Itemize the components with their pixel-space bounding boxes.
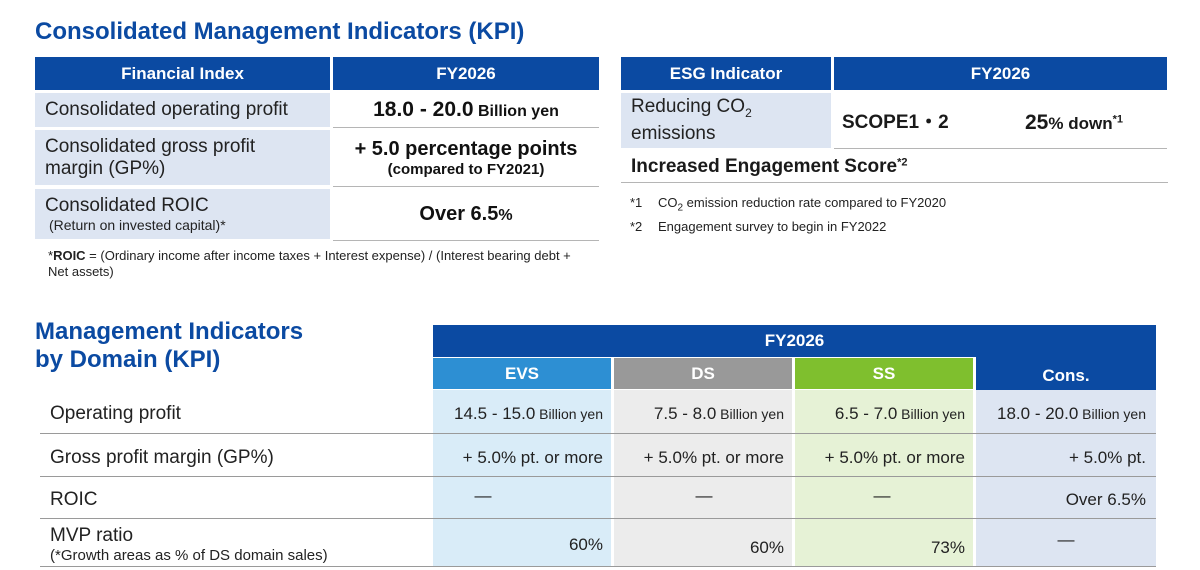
domain-title: Management Indicators by Domain (KPI)	[35, 318, 304, 373]
evs-column-bg	[433, 390, 611, 566]
divider	[834, 148, 1167, 149]
esg-engagement: Increased Engagement Score*2	[631, 156, 908, 177]
roic-footnote: *ROIC = (Ordinary income after income ta…	[48, 248, 571, 279]
row-label-operating-profit: Operating profit	[50, 403, 181, 424]
row-divider	[40, 566, 1156, 567]
domain-fy-header: FY2026	[433, 325, 1156, 357]
ss-column-bg	[795, 390, 973, 566]
financial-index-header: Financial Index	[35, 57, 330, 90]
row-divider	[40, 433, 1156, 434]
cell-ss-mvp: 73%	[930, 538, 965, 557]
col-header-ds: DS	[614, 358, 792, 389]
col-header-evs: EVS	[433, 358, 611, 389]
cons-column-bg	[976, 390, 1156, 566]
cell-ds-mvp: 60%	[749, 538, 784, 557]
cell-cons-gp: + 5.0% pt.	[1068, 448, 1146, 467]
esg-co2-label: Reducing CO2 emissions	[621, 93, 831, 148]
cell-cons-roic: Over 6.5%	[1065, 490, 1146, 509]
cell-cons-operating-profit: 18.0 - 20.0 Billion yen	[997, 404, 1146, 423]
cell-ds-operating-profit: 7.5 - 8.0 Billion yen	[653, 404, 784, 423]
divider	[333, 127, 599, 128]
cell-evs-roic: ―	[474, 486, 492, 505]
ds-column-bg	[614, 390, 792, 566]
cell-evs-mvp: 60%	[568, 535, 603, 554]
kpi-fy-header: FY2026	[333, 57, 599, 90]
cons-header-join	[976, 357, 1156, 358]
cell-ds-roic: ―	[695, 486, 713, 505]
cell-ss-gp: + 5.0% pt. or more	[824, 448, 965, 467]
row-label-gp: Gross profit margin (GP%)	[50, 447, 274, 468]
esg-notes: *1 CO2 emission reduction rate compared t…	[630, 195, 947, 234]
kpi-row-operating-profit-value: 18.0 - 20.0 Billion yen	[333, 93, 599, 127]
esg-target: 25% down*1	[1025, 111, 1123, 134]
divider	[621, 182, 1168, 183]
cell-ds-gp: + 5.0% pt. or more	[643, 448, 784, 467]
row-divider	[40, 476, 1156, 477]
divider	[333, 240, 599, 241]
cell-evs-operating-profit: 14.5 - 15.0 Billion yen	[454, 404, 603, 423]
row-label-mvp: MVP ratio (*Growth areas as % of DS doma…	[50, 525, 328, 565]
cell-ss-roic: ―	[873, 486, 891, 505]
row-divider	[40, 518, 1156, 519]
kpi-row-roic-label: Consolidated ROIC (Return on invested ca…	[35, 189, 330, 239]
kpi-row-operating-profit-label: Consolidated operating profit	[35, 93, 330, 127]
col-header-ss: SS	[795, 358, 973, 389]
divider	[333, 186, 599, 187]
esg-fy-header: FY2026	[834, 57, 1167, 90]
cell-cons-mvp: ―	[1057, 530, 1075, 549]
cell-ss-operating-profit: 6.5 - 7.0 Billion yen	[834, 404, 965, 423]
cell-evs-gp: + 5.0% pt. or more	[462, 448, 603, 467]
kpi-row-roic-value: Over 6.5%	[333, 189, 599, 239]
kpi-row-gp-value: + 5.0 percentage points (compared to FY2…	[333, 130, 599, 185]
esg-indicator-header: ESG Indicator	[621, 57, 831, 90]
esg-scope: SCOPE1・2	[842, 112, 949, 133]
row-label-roic: ROIC	[50, 489, 98, 510]
kpi-row-gp-label: Consolidated gross profit margin (GP%)	[35, 130, 330, 185]
col-header-cons: Cons.	[976, 357, 1156, 390]
kpi-title: Consolidated Management Indicators (KPI)	[35, 18, 525, 45]
